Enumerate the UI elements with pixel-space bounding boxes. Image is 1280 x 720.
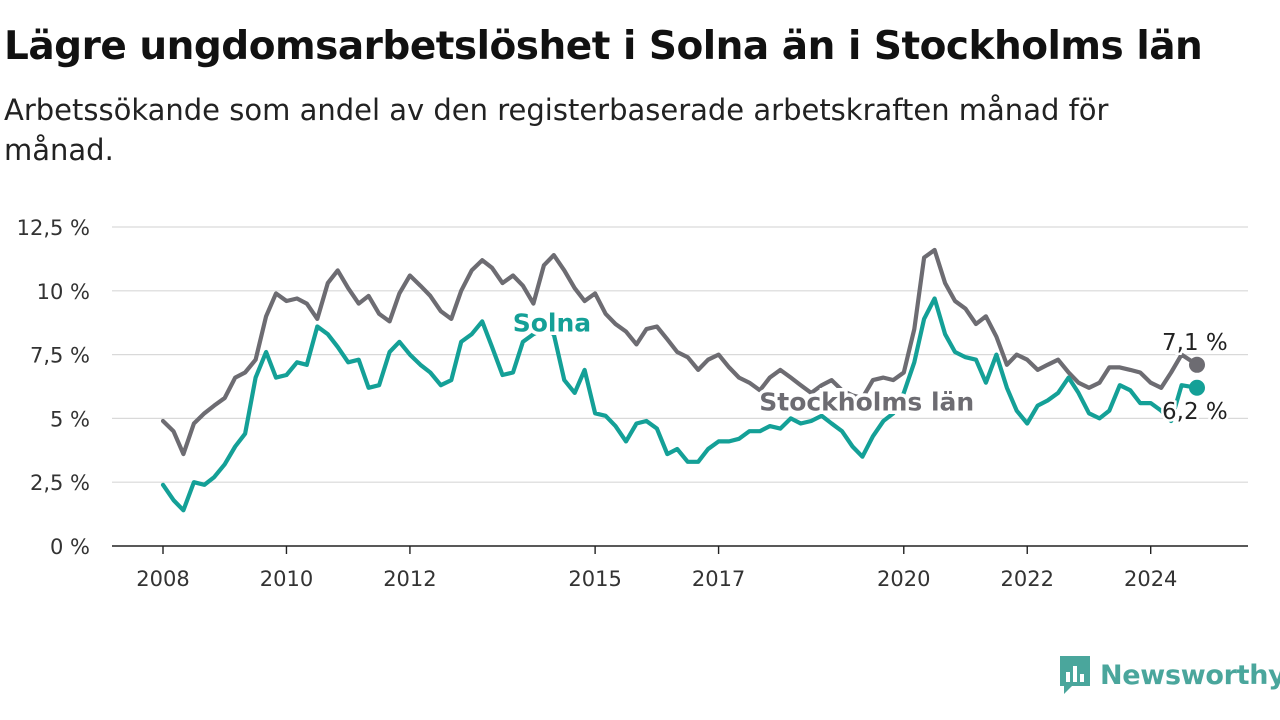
series-labels: 7,1 % 6,2 % Solna Stockholms län bbox=[509, 305, 1230, 427]
brand-name: Newsworthy bbox=[1100, 659, 1280, 691]
series-line-stockholms-l-n bbox=[160, 247, 1200, 457]
end-value-label: 7,1 % bbox=[1162, 330, 1228, 356]
x-tick-label: 2008 bbox=[136, 567, 189, 591]
y-axis: 0 % 2,5 % 5 % 7,5 % 10 % 12,5 % bbox=[17, 216, 90, 559]
end-point-solna bbox=[1189, 379, 1205, 396]
y-tick-label: 2,5 % bbox=[30, 471, 90, 495]
series-name-label: Stockholms län bbox=[759, 388, 974, 417]
series-lines bbox=[160, 247, 1205, 513]
y-tick-label: 0 % bbox=[50, 535, 90, 559]
x-tick-label: 2024 bbox=[1124, 567, 1177, 591]
chart-speech-bubble-icon bbox=[1060, 656, 1090, 694]
x-tick-label: 2012 bbox=[383, 567, 436, 591]
end-point-stockholms-l-n bbox=[1189, 356, 1205, 373]
y-tick-label: 7,5 % bbox=[30, 344, 90, 368]
y-tick-label: 10 % bbox=[37, 280, 90, 304]
x-axis: 2008 2010 2012 2015 2017 2020 2022 2024 bbox=[112, 545, 1248, 591]
series-line-solna bbox=[160, 296, 1200, 513]
x-tick-label: 2022 bbox=[1001, 567, 1054, 591]
x-tick-label: 2015 bbox=[568, 567, 621, 591]
chart-title: Lägre ungdomsarbetslöshet i Solna än i S… bbox=[4, 24, 1203, 69]
y-tick-label: 12,5 % bbox=[17, 216, 90, 240]
x-tick-label: 2020 bbox=[877, 567, 930, 591]
end-value-label: 6,2 % bbox=[1162, 399, 1228, 425]
newsworthy-logo: Newsworthy bbox=[1058, 654, 1280, 696]
x-tick-label: 2010 bbox=[260, 567, 313, 591]
grid-lines bbox=[112, 226, 1248, 483]
x-tick-label: 2017 bbox=[692, 567, 745, 591]
y-tick-label: 5 % bbox=[50, 407, 90, 431]
chart-subtitle: Arbetssökande som andel av den registerb… bbox=[4, 93, 1109, 167]
series-name-label: Solna bbox=[513, 309, 591, 338]
